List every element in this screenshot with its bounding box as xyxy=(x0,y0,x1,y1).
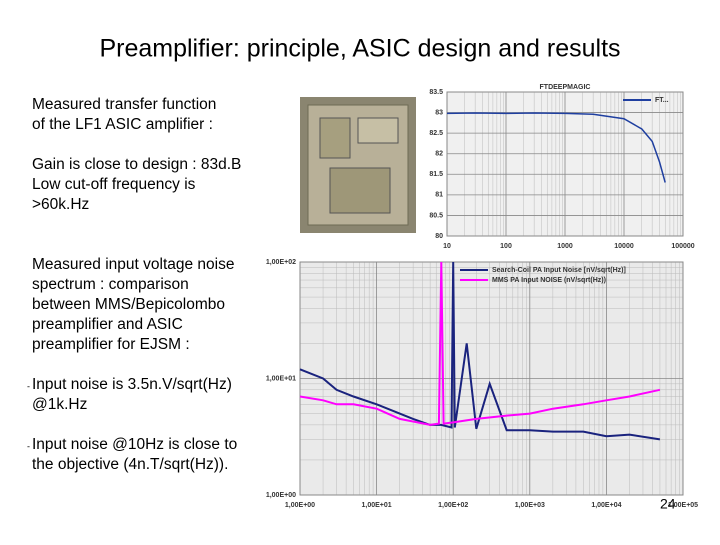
chip-photo xyxy=(300,97,416,233)
y-tick-label: 83.5 xyxy=(429,89,443,96)
chart-title: FTDEEPMAGIC xyxy=(540,84,591,91)
x-tick-label: 1,00E+04 xyxy=(591,502,621,509)
y-tick-label: 81.5 xyxy=(429,171,443,178)
text-line: preamplifier and ASIC xyxy=(32,316,183,333)
y-tick-label: 80.5 xyxy=(429,212,443,219)
text-line: >60k.Hz xyxy=(32,196,89,213)
y-tick-label: 1,00E+02 xyxy=(266,259,296,266)
slide-title: Preamplifier: principle, ASIC design and… xyxy=(99,35,620,63)
legend-label: MMS PA Input NOISE (nV/sqrt(Hz)) xyxy=(492,277,606,284)
text-line: Low cut-off frequency is xyxy=(32,176,196,193)
bullet: - xyxy=(27,441,30,451)
x-tick-label: 1,00E+05 xyxy=(668,502,698,509)
text-line: spectrum : comparison xyxy=(32,276,189,293)
x-tick-label: 1,00E+00 xyxy=(285,502,315,509)
x-tick-label: 1,00E+01 xyxy=(362,502,392,509)
text-line: of the LF1 ASIC amplifier : xyxy=(32,116,213,133)
x-tick-label: 10000 xyxy=(614,243,634,250)
legend-label: FT... xyxy=(655,97,669,104)
x-tick-label: 100 xyxy=(500,243,512,250)
x-tick-label: 1,00E+03 xyxy=(515,502,545,509)
text-line: the objective (4n.T/sqrt(Hz)). xyxy=(32,456,228,473)
legend-label: Search-Coil PA Input Noise [nV/sqrt(Hz)] xyxy=(492,267,626,274)
series-line xyxy=(446,112,666,183)
text-line: Measured transfer function xyxy=(32,96,216,113)
x-tick-label: 10 xyxy=(443,243,451,250)
y-tick-label: 83 xyxy=(435,109,443,116)
text-line: Measured input voltage noise xyxy=(32,256,235,273)
x-tick-label: 1000 xyxy=(557,243,573,250)
text-line: Input noise is 3.5n.V/sqrt(Hz) xyxy=(32,376,232,393)
text-line: preamplifier for EJSM : xyxy=(32,336,190,353)
text-line: between MMS/Bepicolombo xyxy=(32,296,225,313)
text-line: @1k.Hz xyxy=(32,396,87,413)
y-tick-label: 1,00E+01 xyxy=(266,375,296,382)
x-tick-label: 1,00E+02 xyxy=(438,502,468,509)
y-tick-label: 82 xyxy=(435,151,443,158)
series-line xyxy=(299,261,661,426)
text-line: Gain is close to design : 83d.B xyxy=(32,156,241,173)
x-tick-label: 100000 xyxy=(671,243,694,250)
series-line xyxy=(299,261,661,441)
text-line: Input noise @10Hz is close to xyxy=(32,436,237,453)
y-tick-label: 1,00E+00 xyxy=(266,492,296,499)
y-tick-label: 82.5 xyxy=(429,130,443,137)
page-number: 24 xyxy=(660,496,676,512)
y-tick-label: 80 xyxy=(435,233,443,240)
bullet: - xyxy=(27,381,30,391)
y-tick-label: 81 xyxy=(435,192,443,199)
